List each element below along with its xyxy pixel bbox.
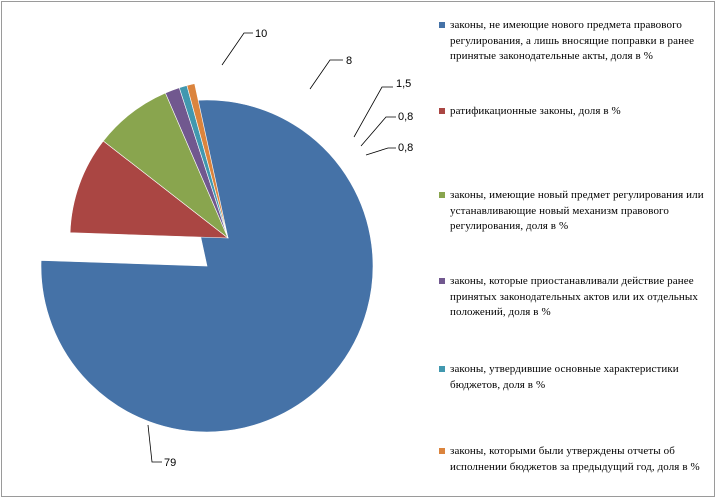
legend-swatch-5 [439,366,445,372]
data-label-2: 10 [255,28,267,40]
legend-label-5: законы, утвердившие основные характерист… [450,363,679,391]
legend-item-2: ратификационные законы, доля в % [438,104,712,120]
leader-line-4 [353,86,393,138]
legend-swatch-1 [439,22,445,28]
legend-swatch-3 [439,192,445,198]
leader-line-6 [365,147,396,156]
legend-swatch-6 [439,448,445,454]
legend-label-6: законы, которыми были утверждены отчеты … [450,445,700,473]
legend-label-3: законы, имеющие новый предмет регулирова… [450,189,704,232]
leader-line-3 [309,59,343,90]
legend-item-3: законы, имеющие новый предмет регулирова… [438,188,712,235]
data-label-5: 0,8 [398,111,413,123]
legend-item-5: законы, утвердившие основные характерист… [438,362,712,393]
legend-label-4: законы, которые приостанавливали действи… [450,275,698,318]
leader-line-2 [221,32,253,66]
data-label-3: 8 [346,55,352,67]
legend: законы, не имеющие нового предмета право… [438,10,714,495]
legend-swatch-4 [439,278,445,284]
pie-slice-2 [69,140,229,239]
legend-label-1: законы, не имеющие нового предмета право… [450,19,695,62]
legend-item-4: законы, которые приостанавливали действи… [438,274,712,321]
data-label-4: 1,5 [396,78,411,90]
legend-swatch-2 [439,108,445,114]
leader-line-1 [147,424,162,463]
pie-slice-6 [186,83,229,239]
legend-item-6: законы, которыми были утверждены отчеты … [438,444,712,475]
leader-line-5 [360,116,396,147]
pie-slice-1 [40,99,374,433]
legend-label-2: ратификационные законы, доля в % [450,105,621,117]
legend-item-1: законы, не имеющие нового предмета право… [438,18,712,65]
data-label-1: 79 [164,457,176,469]
data-label-6: 0,8 [398,142,413,154]
